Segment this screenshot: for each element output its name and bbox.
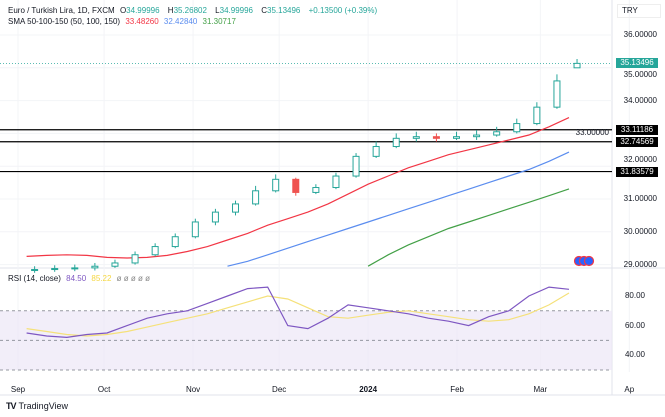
time-tick-label: Mar <box>533 385 548 394</box>
level-price-tag: 33.11186 <box>616 124 658 135</box>
ohlc-close: C35.13496 <box>261 6 303 15</box>
time-tick-label: Ap <box>624 385 635 394</box>
sma-legend[interactable]: SMA 50-100-150 (50, 100, 150) 33.48260 3… <box>8 17 239 26</box>
rsi-legend[interactable]: RSI (14, close) 84.50 85.22 ø ø ø ø ø <box>8 274 153 283</box>
candle-body <box>211 211 219 223</box>
candle-body <box>493 131 501 136</box>
price-tick-label: 31.00000 <box>623 194 657 203</box>
price-tick-label: 32.00000 <box>623 155 657 165</box>
rsi-tick-label: 80.00 <box>624 291 645 300</box>
sma50-value: 33.48260 <box>125 17 159 26</box>
sma100-value: 32.42840 <box>163 17 198 26</box>
candle-body <box>473 134 481 138</box>
sma150-value: 31.30717 <box>202 17 236 26</box>
level-price-tag: 32.74569 <box>616 136 658 147</box>
candle-body <box>513 123 521 133</box>
rsi-label: RSI (14, close) <box>8 274 61 283</box>
rsi-hidden-values: ø ø ø ø ø <box>116 274 150 283</box>
candle-body <box>31 269 39 272</box>
currency-button[interactable]: TRY <box>617 4 661 18</box>
c-label: C <box>261 6 268 15</box>
candle-body <box>573 62 581 69</box>
change-value: +0.13500 (+0.39%) <box>308 6 378 15</box>
h-label: H <box>167 6 174 15</box>
candle-body <box>412 136 420 139</box>
last-price-tag: 35.13496 <box>616 58 658 69</box>
ohlc-open: O34.99996 <box>120 6 163 15</box>
c-value: 35.13496 <box>267 6 301 15</box>
ohlc-low: L34.99996 <box>215 6 256 15</box>
candle-body <box>533 106 541 125</box>
candle-body <box>372 146 380 157</box>
candle-body <box>312 187 320 193</box>
candle-body <box>131 254 139 264</box>
symbol-title: Euro / Turkish Lira, 1D, FXCM <box>8 6 115 15</box>
price-tick-label: 30.00000 <box>623 226 657 236</box>
candle-body <box>171 236 179 248</box>
tradingview-logo-icon: TV <box>6 401 16 411</box>
sma-label: SMA 50-100-150 (50, 100, 150) <box>8 17 121 26</box>
candle-body <box>232 203 240 213</box>
sma100-line <box>227 151 570 267</box>
price-tick-label: 29.00000 <box>623 259 657 269</box>
h-value: 35.26802 <box>173 6 207 15</box>
o-value: 34.99996 <box>126 6 160 15</box>
candle-body <box>91 265 99 269</box>
symbol-legend: Euro / Turkish Lira, 1D, FXCM O34.99996 … <box>8 6 380 15</box>
price-tick-label: 34.00000 <box>623 95 657 105</box>
event-marker-icon <box>583 255 595 267</box>
candle-body <box>392 137 400 148</box>
sma50-line <box>26 117 570 259</box>
sma150-line <box>367 188 570 267</box>
candle-body <box>191 221 199 238</box>
l-label: L <box>215 6 220 15</box>
branding-text: TradingView <box>18 401 69 411</box>
rsi-value: 84.50 <box>66 274 87 283</box>
candle-body <box>272 178 280 192</box>
candle-body <box>352 155 360 177</box>
ohlc-high: H35.26802 <box>168 6 210 15</box>
rsi-ma-line <box>26 292 570 337</box>
level-price-tag: 31.83579 <box>616 166 658 177</box>
time-tick-label: Feb <box>450 385 465 394</box>
candle-body <box>111 262 119 267</box>
o-label: O <box>119 6 127 15</box>
time-tick-label: Oct <box>97 385 111 394</box>
candle-body <box>71 267 79 270</box>
time-tick-label: Nov <box>185 385 201 394</box>
candle-body <box>432 136 440 139</box>
rsi-tick-label: 40.00 <box>624 350 645 360</box>
rsi-tick-label: 60.00 <box>624 320 645 330</box>
price-tick-label: 36.00000 <box>623 30 657 39</box>
candle-body <box>51 268 59 271</box>
candle-body <box>252 190 260 205</box>
candle-body <box>453 136 460 139</box>
price-tick-label: 33.00000 <box>575 128 609 138</box>
candle-body <box>332 175 340 189</box>
candle-body <box>553 80 561 108</box>
rsi-line <box>26 286 570 339</box>
tradingview-logo[interactable]: TV TradingView <box>6 401 68 411</box>
l-value: 34.99996 <box>219 6 253 15</box>
rsi-ma-value: 85.22 <box>91 274 112 283</box>
time-tick-label: 2024 <box>359 385 378 394</box>
candle-body <box>151 246 159 256</box>
candle-body <box>292 178 300 193</box>
time-tick-label: Dec <box>272 385 287 394</box>
price-tick-label: 35.00000 <box>623 69 657 79</box>
time-tick-label: Sep <box>10 385 26 394</box>
